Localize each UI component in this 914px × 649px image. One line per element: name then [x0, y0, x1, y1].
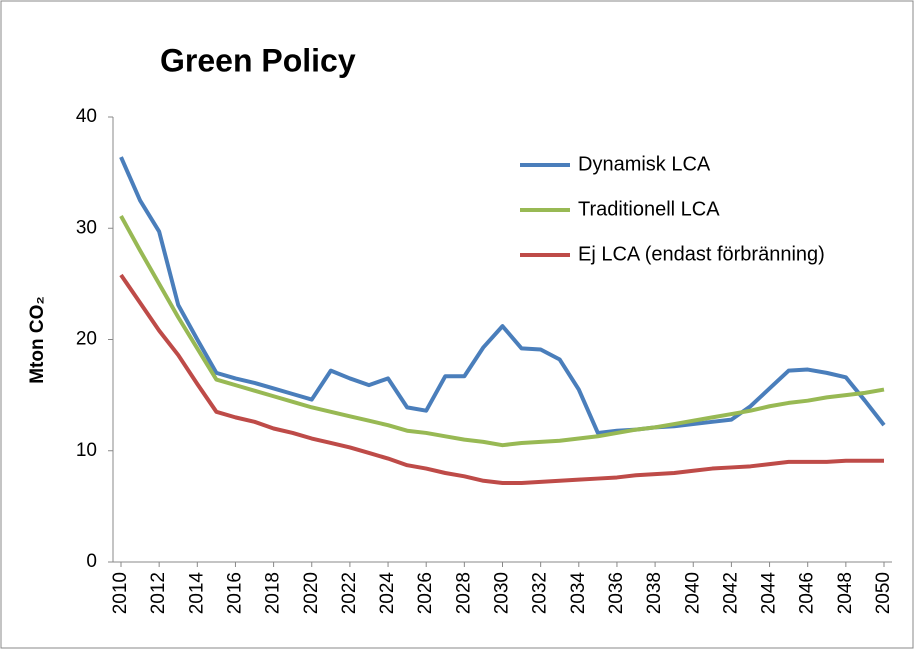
x-tick-label: 2044 [759, 572, 780, 615]
y-tick-label: 10 [76, 440, 97, 461]
x-tick-label: 2012 [148, 572, 169, 614]
x-tick-label: 2046 [797, 572, 818, 614]
x-tick-label: 2014 [186, 572, 207, 615]
series-line [119, 273, 884, 486]
legend-label: Traditionell LCA [578, 198, 720, 220]
y-tick-label: 0 [86, 551, 97, 572]
y-tick-label: 40 [76, 106, 97, 127]
x-tick-label: 2026 [415, 572, 436, 614]
x-tick-label: 2042 [720, 572, 741, 614]
x-tick-label: 2050 [873, 572, 894, 614]
x-tick-label: 2016 [224, 572, 245, 614]
x-tick-label: 2010 [110, 572, 131, 614]
x-tick-label: 2030 [492, 572, 513, 614]
x-tick-label: 2036 [606, 572, 627, 614]
series-line [119, 215, 885, 448]
x-tick-label: 2028 [453, 572, 474, 614]
x-tick-label: 2018 [263, 572, 284, 614]
x-tick-label: 2020 [301, 572, 322, 614]
x-tick-label: 2034 [568, 572, 589, 615]
legend-label: Dynamisk LCA [578, 153, 711, 175]
y-axis-label: Mton CO₂ [27, 296, 48, 384]
x-tick-label: 2024 [377, 572, 398, 615]
y-tick-label: 30 [76, 217, 97, 238]
series-line [119, 156, 886, 435]
x-tick-label: 2048 [835, 572, 856, 614]
x-tick-label: 2038 [644, 572, 665, 614]
y-tick-label: 20 [76, 329, 97, 350]
legend-label: Ej LCA (endast förbränning) [578, 243, 825, 265]
x-tick-label: 2032 [530, 572, 551, 614]
x-tick-label: 2022 [339, 572, 360, 614]
x-tick-label: 2040 [682, 572, 703, 614]
chart-title: Green Policy [160, 42, 356, 78]
